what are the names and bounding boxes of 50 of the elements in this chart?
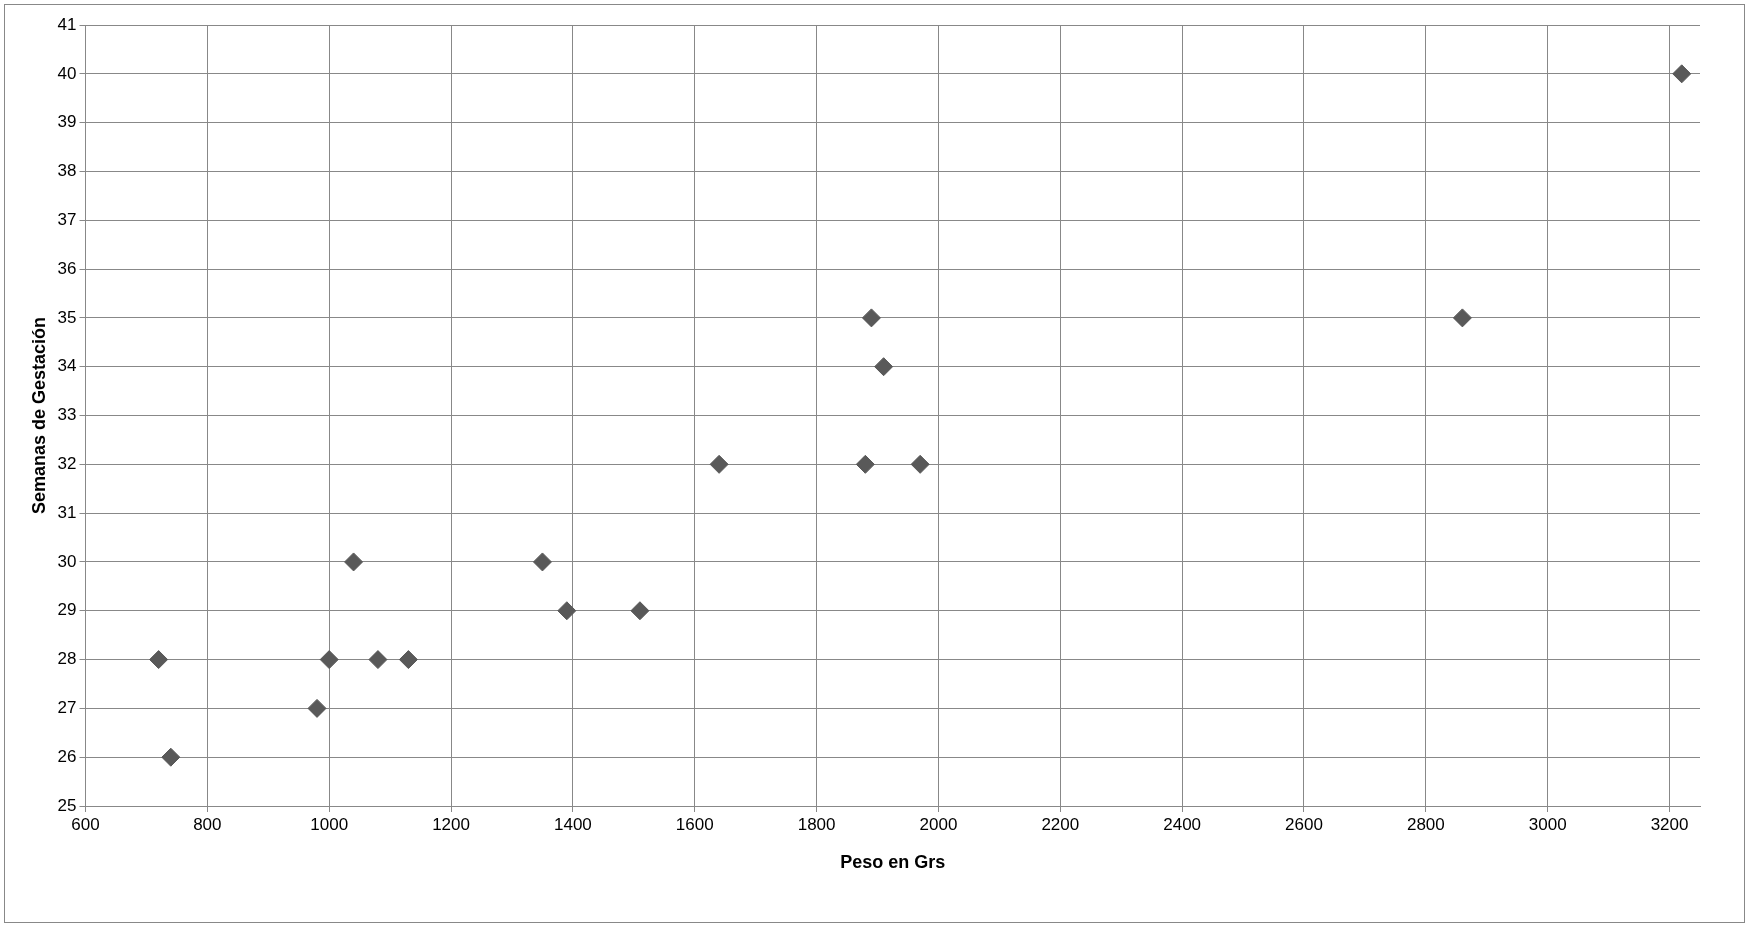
y-tick-label: 27 bbox=[57, 698, 77, 718]
x-tick-label: 1800 bbox=[797, 814, 836, 834]
y-tick-label: 38 bbox=[57, 161, 77, 181]
point bbox=[532, 552, 552, 572]
x-tick-label: 1200 bbox=[432, 814, 470, 834]
y-tick-label: 26 bbox=[57, 746, 77, 766]
x-tick-label: 1400 bbox=[553, 814, 592, 834]
x-tick-label: 2600 bbox=[1285, 814, 1323, 834]
x-tick-label: 2800 bbox=[1406, 814, 1445, 834]
y-tick-label: 29 bbox=[57, 600, 77, 620]
y-tick-label: 28 bbox=[57, 649, 77, 669]
y-tick-label: 34 bbox=[57, 356, 77, 376]
y-tick-label: 39 bbox=[57, 112, 77, 132]
y-tick-label: 33 bbox=[57, 405, 77, 425]
x-tick-label: 600 bbox=[71, 814, 100, 834]
y-tick-label: 40 bbox=[57, 63, 77, 83]
y-axis-title: Semanas de Gestación bbox=[28, 316, 49, 515]
point bbox=[398, 650, 418, 670]
x-tick-label: 1600 bbox=[675, 814, 714, 834]
point bbox=[161, 747, 181, 767]
point bbox=[709, 454, 729, 474]
y-tick-label: 30 bbox=[57, 551, 77, 571]
y-tick-label: 41 bbox=[57, 14, 77, 34]
x-tick-label: 2000 bbox=[919, 814, 958, 834]
point bbox=[307, 698, 327, 718]
point bbox=[368, 650, 388, 670]
x-tick-label: 800 bbox=[193, 814, 222, 834]
point bbox=[861, 308, 881, 328]
point bbox=[630, 601, 650, 621]
y-tick-label: 36 bbox=[57, 258, 77, 278]
x-tick-label: 1000 bbox=[310, 814, 349, 834]
point bbox=[1672, 64, 1692, 84]
y-tick-label: 31 bbox=[57, 502, 77, 522]
point bbox=[910, 454, 930, 474]
point bbox=[1452, 308, 1472, 328]
point bbox=[557, 601, 577, 621]
y-tick-label: 25 bbox=[57, 795, 77, 815]
x-axis-title: Peso en Grs bbox=[840, 852, 946, 873]
point bbox=[344, 552, 364, 572]
point bbox=[874, 357, 894, 377]
x-tick-label: 2200 bbox=[1041, 814, 1080, 834]
point bbox=[149, 650, 169, 670]
x-tick-label: 2400 bbox=[1163, 814, 1202, 834]
y-tick-label: 37 bbox=[57, 209, 77, 229]
point bbox=[855, 454, 875, 474]
point bbox=[319, 650, 339, 670]
x-tick-label: 3000 bbox=[1528, 814, 1567, 834]
x-tick-label: 3200 bbox=[1650, 814, 1689, 834]
y-tick-label: 32 bbox=[57, 454, 77, 473]
y-tick-label: 35 bbox=[57, 307, 77, 327]
